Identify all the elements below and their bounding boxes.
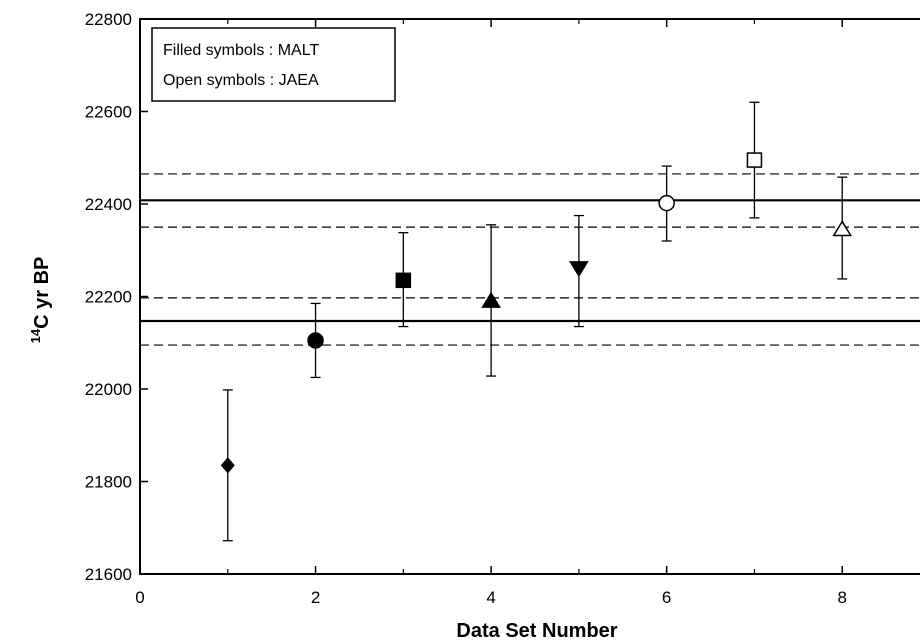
x-tick-label: 0 xyxy=(135,588,144,607)
marker-square-open xyxy=(746,152,763,168)
marker-circle-open xyxy=(658,194,675,212)
x-tick-labels: 0 2 4 6 8 xyxy=(135,588,847,607)
x-tick-label: 2 xyxy=(311,588,320,607)
x-tick-label: 6 xyxy=(662,588,671,607)
marker-diamond-filled xyxy=(220,457,235,474)
plot-frame xyxy=(139,18,920,575)
y-tick-label: 22400 xyxy=(85,195,132,214)
svg-text:14C yr BP: 14C yr BP xyxy=(28,257,53,344)
data-markers xyxy=(220,152,853,474)
legend-frame xyxy=(151,27,396,102)
y-tick-label: 21800 xyxy=(85,473,132,492)
y-axis-title-main: C yr BP xyxy=(31,257,53,329)
y-tick-labels: 21600 21800 22000 22200 22400 22600 22800 xyxy=(85,10,132,584)
reference-lines xyxy=(140,173,920,346)
legend-line-malt: Filled symbols : MALT xyxy=(163,42,319,59)
x-tick-label: 8 xyxy=(837,588,846,607)
y-tick-label: 22600 xyxy=(85,103,132,122)
y-tick-label: 22800 xyxy=(85,10,132,29)
y-tick-label: 21600 xyxy=(85,565,132,584)
y-tick-label: 22200 xyxy=(85,288,132,307)
x-tick-label: 4 xyxy=(486,588,495,607)
x-axis-title: Data Set Number xyxy=(456,620,617,641)
marker-triangle-up-filled xyxy=(481,291,501,308)
axis-ticks xyxy=(139,18,843,575)
legend-box: Filled symbols : MALT Open symbols : JAE… xyxy=(151,27,396,102)
y-tick-label: 22000 xyxy=(85,380,132,399)
marker-square-filled xyxy=(395,272,412,289)
y-axis-title-superscript: 14 xyxy=(28,328,43,343)
marker-triangle-up-open xyxy=(832,219,853,237)
marker-triangle-down-filled xyxy=(569,261,589,278)
marker-circle-filled xyxy=(307,332,324,349)
y-axis-title: 14C yr BP xyxy=(28,257,53,344)
legend-line-jaea: Open symbols : JAEA xyxy=(163,72,319,89)
